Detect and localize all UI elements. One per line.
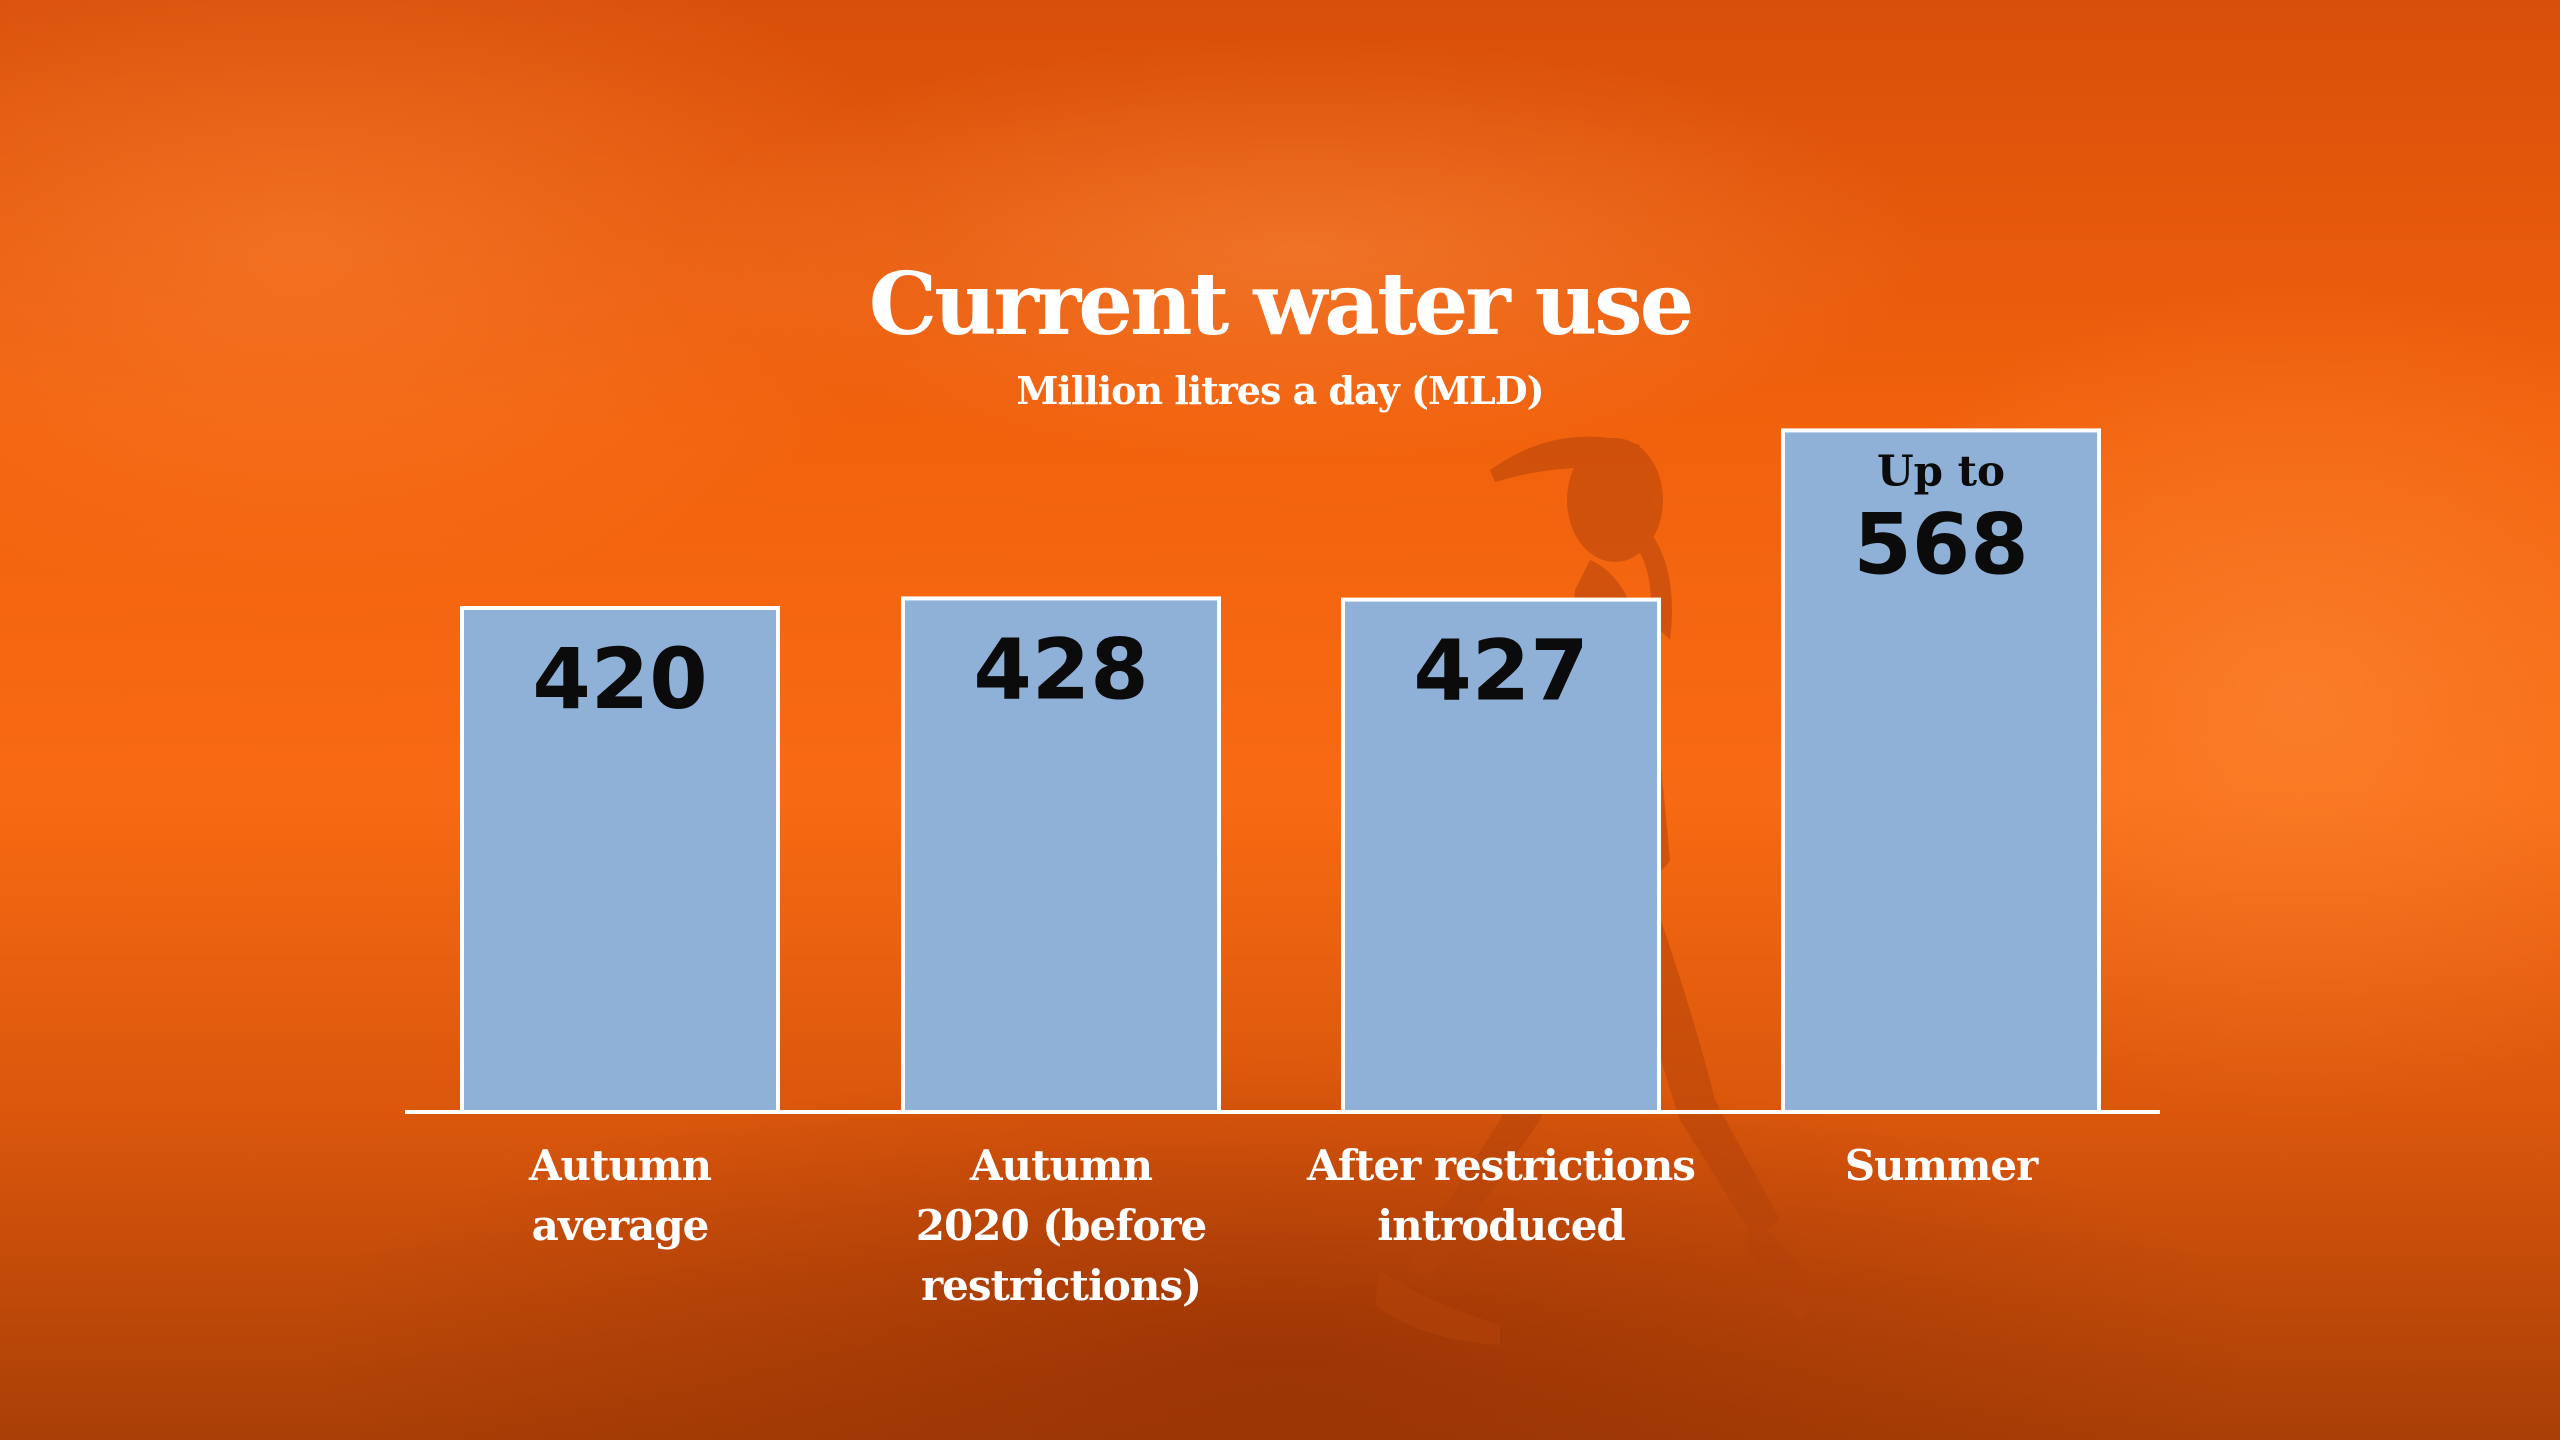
category-label-4: Summer [1845, 1141, 2039, 1190]
bar-1 [460, 606, 780, 1114]
category-label-1: Autumn average [528, 1141, 712, 1250]
chart-title: Current water use [868, 254, 1695, 355]
bar-value-label-4: 568 [1853, 495, 2028, 593]
bar-value-prefix-4: Up to [1877, 446, 2005, 495]
category-label-line: Autumn [969, 1141, 1153, 1190]
bar-value-label-3: 427 [1413, 622, 1588, 720]
bar-value-label-1: 420 [532, 630, 707, 728]
category-label-2: Autumn 2020 (before restrictions) [916, 1141, 1206, 1310]
category-labels-layer: Autumn average Autumn 2020 (before restricti… [528, 1141, 2040, 1310]
category-label-line: Autumn [528, 1141, 712, 1190]
category-label-line: Summer [1845, 1141, 2039, 1190]
category-label-line: introduced [1377, 1201, 1625, 1250]
category-label-line: 2020 (before [916, 1201, 1206, 1250]
category-label-line: average [532, 1201, 709, 1250]
bar-value-label-2: 428 [973, 620, 1148, 718]
chart-subtitle: Million litres a day (MLD) [1016, 368, 1544, 413]
bar-3 [1341, 597, 1661, 1114]
category-label-line: restrictions) [921, 1261, 1201, 1310]
category-label-3: After restrictions introduced [1306, 1141, 1695, 1250]
category-label-line: After restrictions [1306, 1141, 1695, 1190]
bar-2 [901, 596, 1221, 1114]
bar-4 [1781, 428, 2101, 1114]
